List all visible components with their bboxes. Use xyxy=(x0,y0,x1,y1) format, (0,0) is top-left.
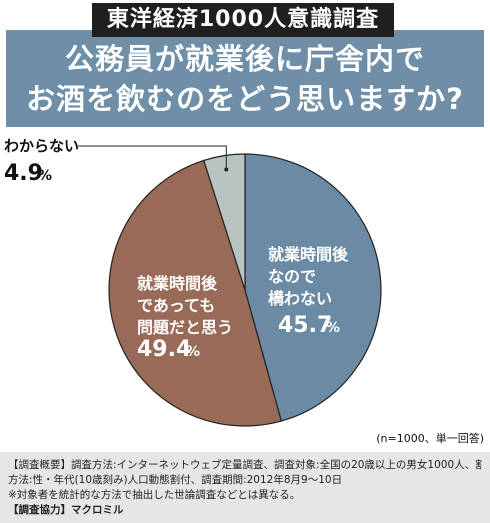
slice-3-leader-dot xyxy=(224,167,229,172)
pie-slice-2 xyxy=(108,159,283,427)
footnote-line-4: 【調査協力】マクロミル xyxy=(8,504,124,516)
slice-2-value: 49.4 xyxy=(137,337,191,362)
slice-3-unit: % xyxy=(38,168,52,184)
survey-tag: 東洋経済1000人意識調査 xyxy=(92,3,394,37)
slice-2-unit: % xyxy=(186,344,200,360)
slice-3-leader-line xyxy=(78,145,227,170)
footnote-line-2: 方法:性・年代(10歳刻み)人口動態割付、調査期間:2012年8月9～10日 xyxy=(8,474,343,486)
title-line-1: 公務員が就業後に庁舎内で xyxy=(64,42,425,76)
slice-2-label-line: 問題だと思う xyxy=(137,318,233,337)
title-line-2: お酒を飲むのをどう思いますか? xyxy=(26,82,464,116)
footnote-line-1: 【調査概要】調査方法:インターネットウェブ定量調査、調査対象:全国の20歳以上の… xyxy=(8,459,482,471)
title-banner: 公務員が就業後に庁舎内で お酒を飲むのをどう思いますか? xyxy=(6,30,484,127)
footnote-line-3: ※対象者を統計的な方法で抽出した世論調査などとは異なる。 xyxy=(8,489,301,501)
pie-slice-3 xyxy=(203,153,246,291)
slice-1-unit: % xyxy=(326,320,340,336)
slice-1-value: 45.7 xyxy=(278,313,332,338)
slice-3-value: 4.9 xyxy=(4,161,43,186)
pie-chart: 就業時間後なので構わない45.7%就業時間後であっても問題だと思う49.4%わか… xyxy=(4,137,484,445)
sample-note: (n=1000、単一回答) xyxy=(376,431,484,445)
slice-3-label: わからない xyxy=(4,137,79,155)
slice-2-label-line: であっても xyxy=(137,296,215,315)
survey-footnote: 【調査概要】調査方法:インターネットウェブ定量調査、調査対象:全国の20歳以上の… xyxy=(0,452,490,523)
slice-1-label-line: 就業時間後 xyxy=(268,245,349,264)
slice-1-label-line: 構わない xyxy=(268,289,332,308)
pie-slice-1 xyxy=(244,153,382,422)
slice-1-label-line: なので xyxy=(268,267,316,286)
slice-2-label-line: 就業時間後 xyxy=(137,274,218,293)
